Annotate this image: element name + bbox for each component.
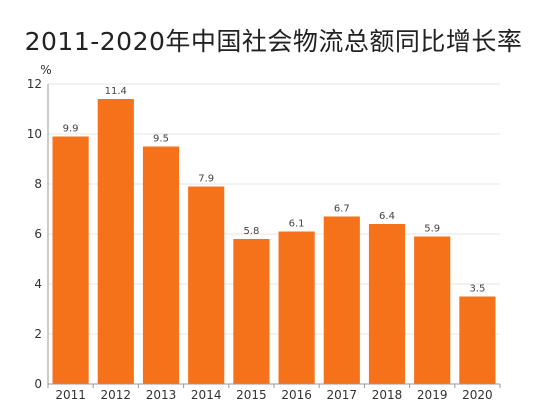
chart-title: 2011-2020年中国社会物流总额同比增长率 bbox=[24, 27, 523, 56]
y-tick-label: 2 bbox=[34, 327, 42, 341]
data-label-2014: 7.9 bbox=[198, 174, 214, 185]
x-tick-label-2013: 2013 bbox=[146, 388, 177, 400]
data-labels: 9.9 11.4 9.5 7.9 5.8 6.1 6.7 6.4 5.9 3.5 bbox=[63, 86, 486, 295]
x-tick-label-2019: 2019 bbox=[417, 388, 448, 400]
data-label-2016: 6.1 bbox=[289, 219, 305, 230]
bar-2020 bbox=[459, 296, 496, 384]
bar-2011 bbox=[52, 136, 89, 384]
data-label-2012: 11.4 bbox=[105, 86, 127, 97]
y-tick-label: 4 bbox=[34, 277, 42, 291]
x-tick-label-2014: 2014 bbox=[191, 388, 222, 400]
y-tick-label: 12 bbox=[27, 77, 42, 91]
data-label-2015: 5.8 bbox=[243, 226, 259, 237]
data-label-2020: 3.5 bbox=[469, 284, 485, 295]
data-label-2017: 6.7 bbox=[334, 204, 350, 215]
bar-2015 bbox=[233, 239, 270, 384]
x-tick-label-2016: 2016 bbox=[281, 388, 312, 400]
data-label-2011: 9.9 bbox=[63, 124, 79, 135]
bar-2017 bbox=[323, 216, 360, 384]
y-tick-label: 0 bbox=[34, 377, 42, 391]
y-tick-label: 10 bbox=[27, 127, 42, 141]
y-tick-label: 8 bbox=[34, 177, 42, 191]
bar-2018 bbox=[368, 224, 406, 384]
x-tick-label-2012: 2012 bbox=[101, 388, 132, 400]
bar-2013 bbox=[142, 146, 180, 384]
bar-2016 bbox=[278, 231, 315, 384]
bar-2014 bbox=[188, 186, 225, 384]
data-label-2013: 9.5 bbox=[153, 134, 169, 145]
bar-2012 bbox=[97, 99, 134, 384]
x-tick-label-2020: 2020 bbox=[462, 388, 493, 400]
x-tick-label-2015: 2015 bbox=[236, 388, 267, 400]
axes: 0 2 4 6 8 10 12% 2011 2012 2013 2014 2015 2016 2017 20… bbox=[27, 63, 501, 400]
x-tick-label-2017: 2017 bbox=[327, 388, 358, 400]
data-label-2018: 6.4 bbox=[379, 211, 395, 222]
bar-2019 bbox=[414, 236, 451, 384]
data-label-2019: 5.9 bbox=[424, 224, 440, 235]
x-tick-label-2018: 2018 bbox=[372, 388, 403, 400]
x-tick-label-2011: 2011 bbox=[55, 388, 86, 400]
bars bbox=[52, 99, 496, 384]
y-tick-label: 6 bbox=[34, 227, 42, 241]
y-axis-unit-label: % bbox=[40, 63, 51, 77]
